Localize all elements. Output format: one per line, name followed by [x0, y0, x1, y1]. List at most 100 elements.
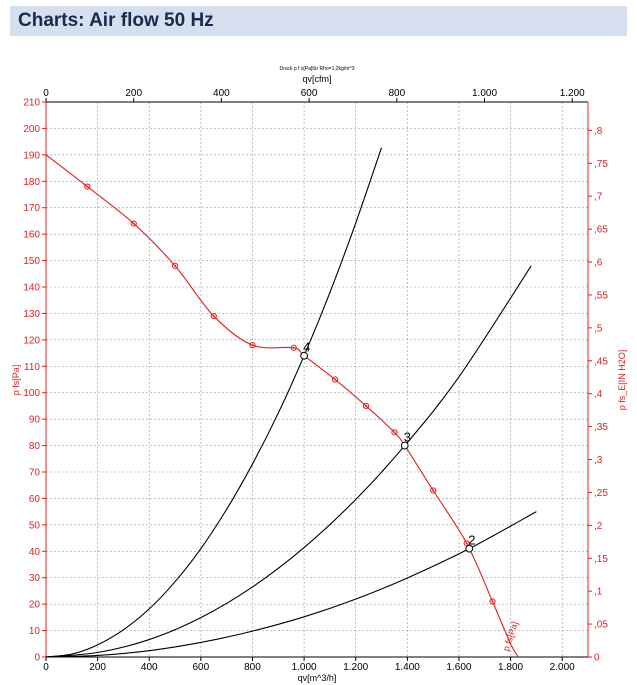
y-right-tick-label: ,75 [594, 159, 608, 170]
y-left-tick-label: 60 [29, 494, 41, 505]
y-left-tick-label: 160 [23, 230, 40, 241]
x-bottom-tick-label: 1.800 [498, 662, 523, 673]
y-left-tick-label: 90 [29, 415, 41, 426]
x-bottom-tick-label: 800 [244, 662, 261, 673]
y-left-tick-label: 80 [29, 441, 41, 452]
y-right-axis-title: p fs_E[IN H2O] [617, 350, 627, 411]
x-top-axis-title: qv[cfm] [302, 74, 331, 84]
y-left-tick-label: 30 [29, 573, 41, 584]
y-right-tick-label: ,55 [594, 290, 608, 301]
fan-curve-marker [489, 598, 496, 605]
fan-curve-marker [171, 262, 179, 269]
system-curve-2 [45, 511, 537, 658]
operating-point-3 [400, 441, 409, 450]
y-right-tick-label: ,65 [594, 225, 608, 236]
y-left-tick-label: 20 [29, 600, 41, 611]
y-right-tick-label: ,8 [594, 126, 603, 137]
fan-curve-marker-dot [86, 185, 89, 188]
x-bottom-tick-label: 1.400 [395, 662, 420, 673]
x-top-tick-label: 1.200 [560, 88, 585, 99]
y-left-tick-label: 210 [23, 98, 40, 109]
fan-curve-marker [430, 487, 437, 494]
x-bottom-tick-label: 200 [89, 662, 106, 673]
y-right-tick-label: ,35 [594, 422, 608, 433]
y-left-tick-label: 190 [23, 150, 40, 161]
y-right-tick-label: ,45 [594, 356, 608, 367]
fan-curve-marker-dot [465, 542, 468, 545]
y-right-tick-label: ,25 [594, 488, 608, 499]
x-bottom-tick-label: 1.600 [446, 662, 471, 673]
x-top-tick-label: 1.000 [472, 88, 497, 99]
fan-curve-marker-dot [132, 222, 135, 225]
y-left-tick-label: 0 [34, 653, 40, 664]
y-right-tick-label: ,05 [594, 620, 608, 631]
y-right-tick-label: ,2 [594, 521, 603, 532]
fan-curve-marker [362, 402, 370, 410]
fan-curve-marker [84, 183, 91, 190]
fan-curve-marker [331, 376, 339, 383]
page-title: Charts: Air flow 50 Hz [18, 10, 214, 31]
fan-curve-marker-dot [251, 344, 254, 347]
y-right-tick-label: ,6 [594, 258, 603, 269]
fan-curve-marker [130, 220, 137, 227]
x-bottom-tick-label: 2.000 [550, 662, 575, 673]
chart-note: Druck p f s[Pa]für Rho=1,2kg/m^3 [279, 66, 354, 72]
y-left-tick-label: 170 [23, 203, 40, 214]
y-left-tick-label: 140 [23, 283, 40, 294]
series: p fs[Pa] 4 3 2 [45, 147, 537, 658]
y-left-tick-label: 120 [23, 335, 40, 346]
fan-curve-marker [391, 429, 398, 436]
system-curve-3 [45, 265, 532, 658]
operating-point-4 [300, 351, 308, 360]
x-bottom-tick-label: 400 [141, 662, 158, 673]
y-left-tick-label: 50 [29, 520, 41, 531]
fan-curve-label: p fs[Pa] [501, 620, 520, 652]
fan-curve-marker-dot [432, 489, 435, 492]
fan-curve-marker-dot [174, 264, 177, 267]
x-top-tick-label: 200 [125, 88, 142, 99]
y-left-tick-label: 180 [23, 177, 40, 188]
operating-point-label-4: 4 [303, 340, 310, 355]
x-bottom-tick-label: 600 [193, 662, 210, 673]
axes: 0 200 400 600 800 1.000 1.200 1.400 1.600 1.800 2.… [23, 88, 608, 673]
y-right-tick-label: ,4 [594, 389, 603, 400]
y-left-tick-label: 200 [23, 124, 40, 135]
fan-curve-marker [249, 342, 256, 349]
fan-curve-marker [210, 312, 217, 320]
x-bottom-tick-label: 1.000 [292, 662, 317, 673]
x-top-tick-label: 0 [43, 88, 49, 99]
x-bottom-tick-label: 0 [43, 662, 49, 673]
y-left-tick-label: 130 [23, 309, 40, 320]
x-top-tick-label: 600 [301, 88, 318, 99]
fan-curve-marker-dot [292, 346, 295, 349]
y-left-tick-label: 100 [23, 388, 40, 399]
section-header: Charts: Air flow 50 Hz [10, 6, 627, 36]
y-left-tick-label: 40 [29, 547, 41, 558]
fan-curve-marker-dot [212, 315, 215, 318]
y-right-tick-label: ,1 [594, 587, 603, 598]
grid [46, 102, 588, 657]
fan-curve-marker [290, 344, 297, 351]
operating-point-label-3: 3 [404, 430, 411, 445]
y-left-tick-label: 110 [24, 362, 40, 373]
fan-curve-marker-dot [393, 431, 396, 434]
operating-point-2 [465, 544, 474, 553]
x-bottom-tick-label: 1.200 [343, 662, 368, 673]
y-right-tick-label: ,5 [594, 323, 603, 334]
y-left-tick-label: 10 [29, 626, 41, 637]
x-top-tick-label: 400 [213, 88, 230, 99]
fan-curve-marker-dot [334, 378, 337, 381]
y-left-axis-title: p fs[Pa] [11, 365, 21, 396]
y-right-tick-label: ,15 [594, 554, 608, 565]
x-bottom-axis-title: qv[m^3/h] [298, 673, 337, 683]
operating-point-label-2: 2 [468, 533, 475, 548]
y-left-tick-label: 150 [23, 256, 40, 267]
fan-curve-marker-dot [365, 404, 368, 407]
fan-curve-marker-dot [491, 600, 494, 603]
y-right-tick-label: 0 [594, 653, 600, 664]
y-left-tick-label: 70 [29, 468, 41, 479]
y-right-tick-label: ,3 [594, 455, 603, 466]
system-curve-4 [45, 147, 383, 658]
x-top-tick-label: 800 [388, 88, 405, 99]
